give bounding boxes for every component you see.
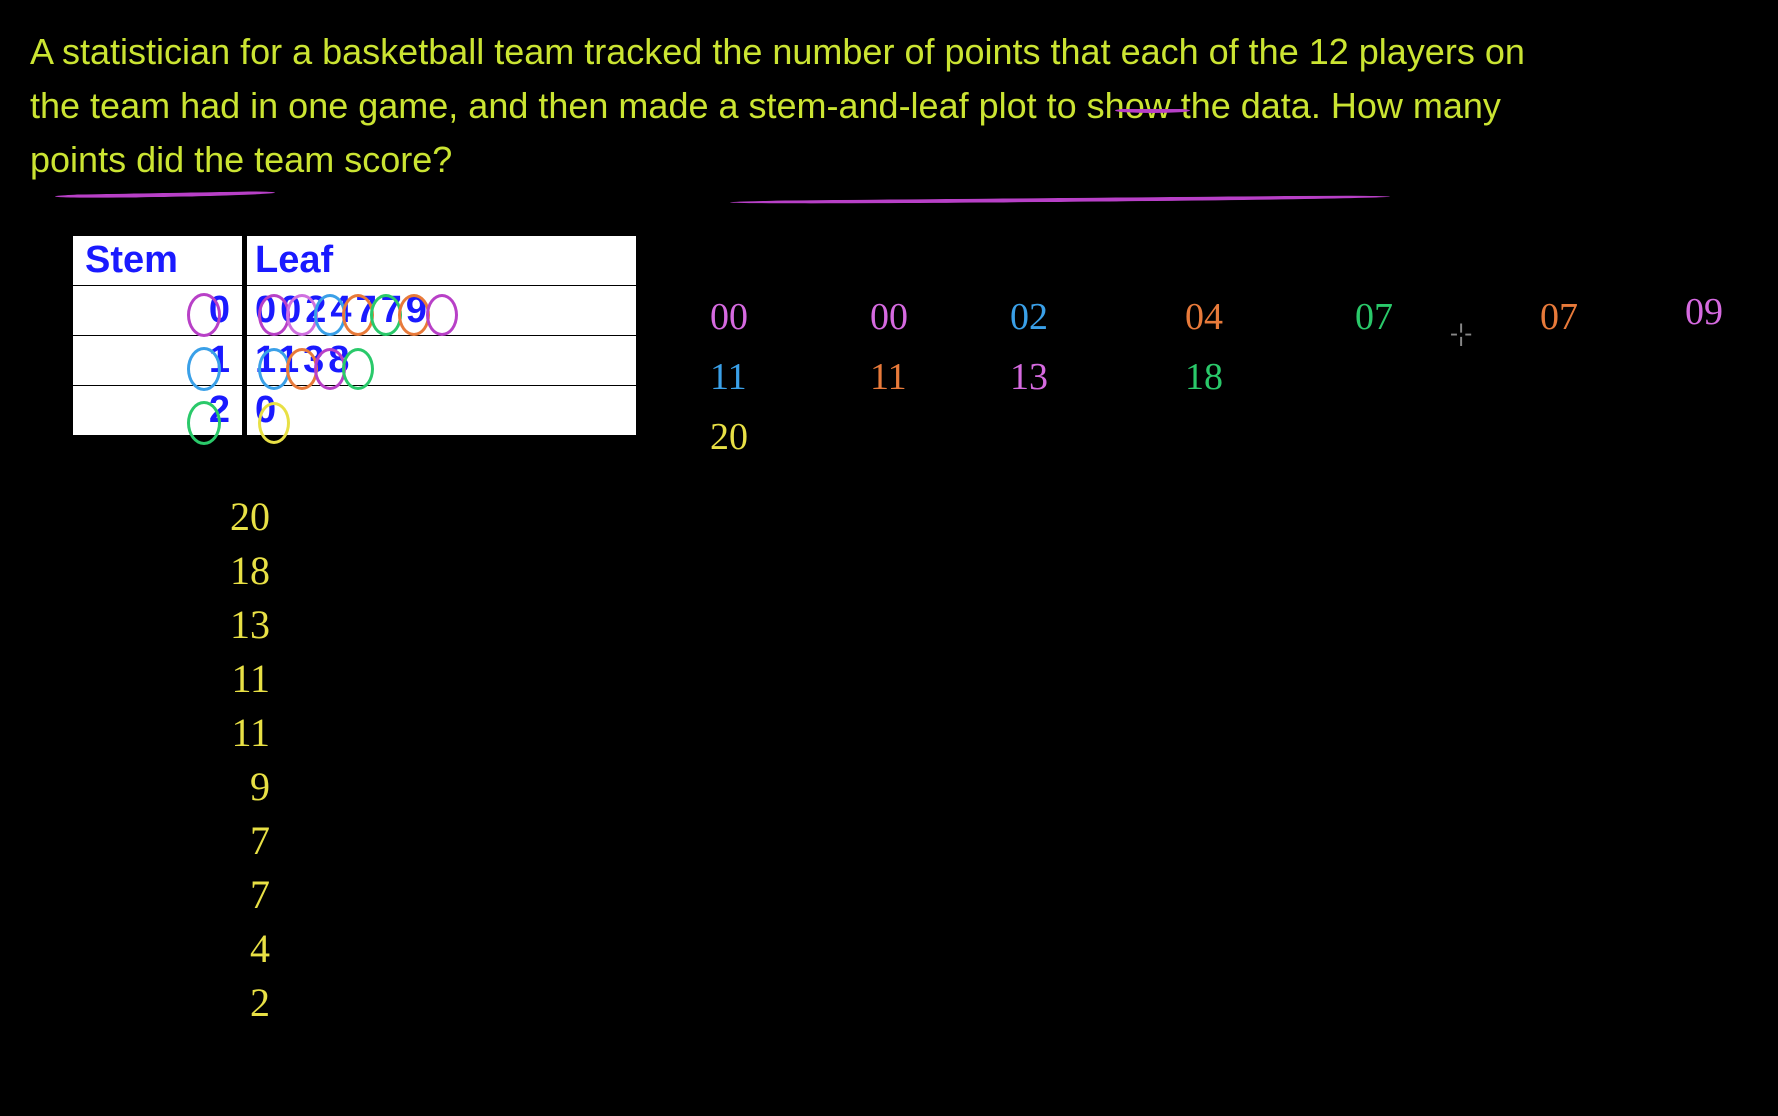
sum-val: 18 — [200, 544, 270, 598]
stem-2: 2 — [73, 386, 243, 436]
table-divider — [243, 235, 247, 455]
stem-1: 1 — [73, 336, 243, 386]
expanded-value: 07 — [1540, 295, 1578, 339]
stem-leaf-table: Stem Leaf 0 0024779 1 1138 2 0 — [72, 235, 637, 436]
expanded-value: 11 — [870, 355, 907, 399]
header-stem: Stem — [73, 236, 243, 286]
expanded-value: 07 — [1355, 295, 1393, 339]
expanded-value: 00 — [870, 295, 908, 339]
stem-0: 0 — [73, 286, 243, 336]
leaf-2: 0 — [243, 386, 637, 436]
underline-stem — [1115, 108, 1190, 113]
leaf-0: 0024779 — [243, 286, 637, 336]
sum-val: 9 — [200, 760, 270, 814]
leaf-1: 1138 — [243, 336, 637, 386]
cursor-icon: -¦- — [1450, 320, 1472, 348]
column-sum-list: 20 18 13 11 11 9 7 7 4 2 — [200, 490, 270, 1030]
expanded-value: 18 — [1185, 355, 1223, 399]
sum-val: 13 — [200, 598, 270, 652]
expanded-value: 02 — [1010, 295, 1048, 339]
underline-question — [730, 194, 1390, 205]
sum-val: 20 — [200, 490, 270, 544]
expanded-value: 13 — [1010, 355, 1048, 399]
expanded-value: 20 — [710, 415, 748, 459]
expanded-value: 09 — [1685, 290, 1723, 334]
expanded-value: 11 — [710, 355, 747, 399]
expanded-value: 00 — [710, 295, 748, 339]
expanded-value: 04 — [1185, 295, 1223, 339]
underline-plot — [55, 190, 275, 199]
header-leaf: Leaf — [243, 236, 637, 286]
sum-val: 11 — [200, 706, 270, 760]
question-text: A statistician for a basketball team tra… — [30, 25, 1530, 187]
sum-val: 7 — [200, 868, 270, 922]
sum-val: 7 — [200, 814, 270, 868]
sum-val: 4 — [200, 922, 270, 976]
sum-val: 11 — [200, 652, 270, 706]
sum-val: 2 — [200, 976, 270, 1030]
